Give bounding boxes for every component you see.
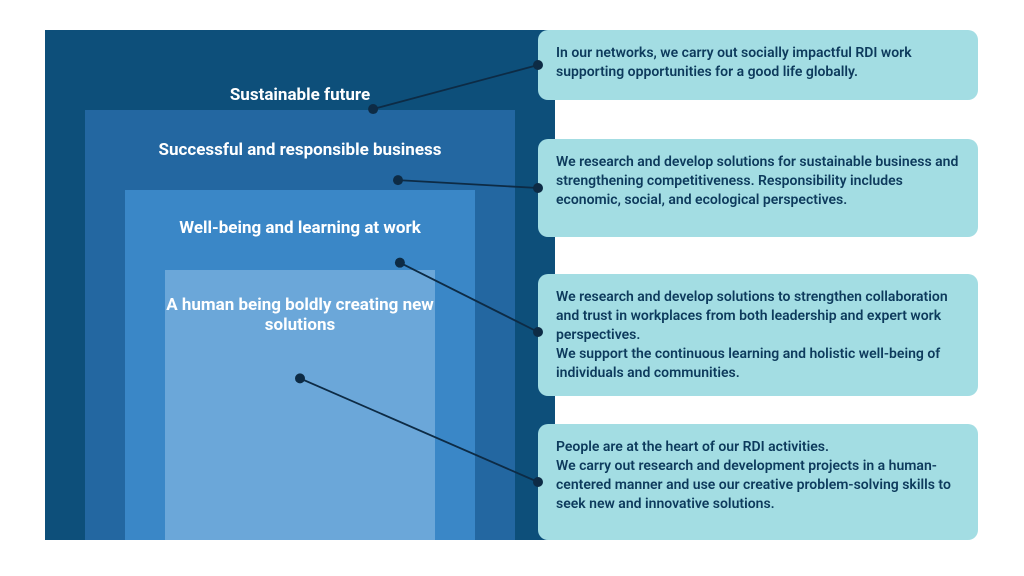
square-label-2: Well-being and learning at work [165,218,435,238]
description-box-1: We research and develop solutions for su… [538,139,978,237]
description-box-3: People are at the heart of our RDI activ… [538,424,978,540]
description-box-2: We research and develop solutions to str… [538,274,978,396]
square-label-0: Sustainable future [85,85,515,105]
square-label-3: A human being boldly creating new soluti… [165,295,435,336]
square-label-1: Successful and responsible business [125,140,475,160]
nested-square-3: A human being boldly creating new soluti… [165,270,435,540]
description-box-0: In our networks, we carry out socially i… [538,30,978,100]
